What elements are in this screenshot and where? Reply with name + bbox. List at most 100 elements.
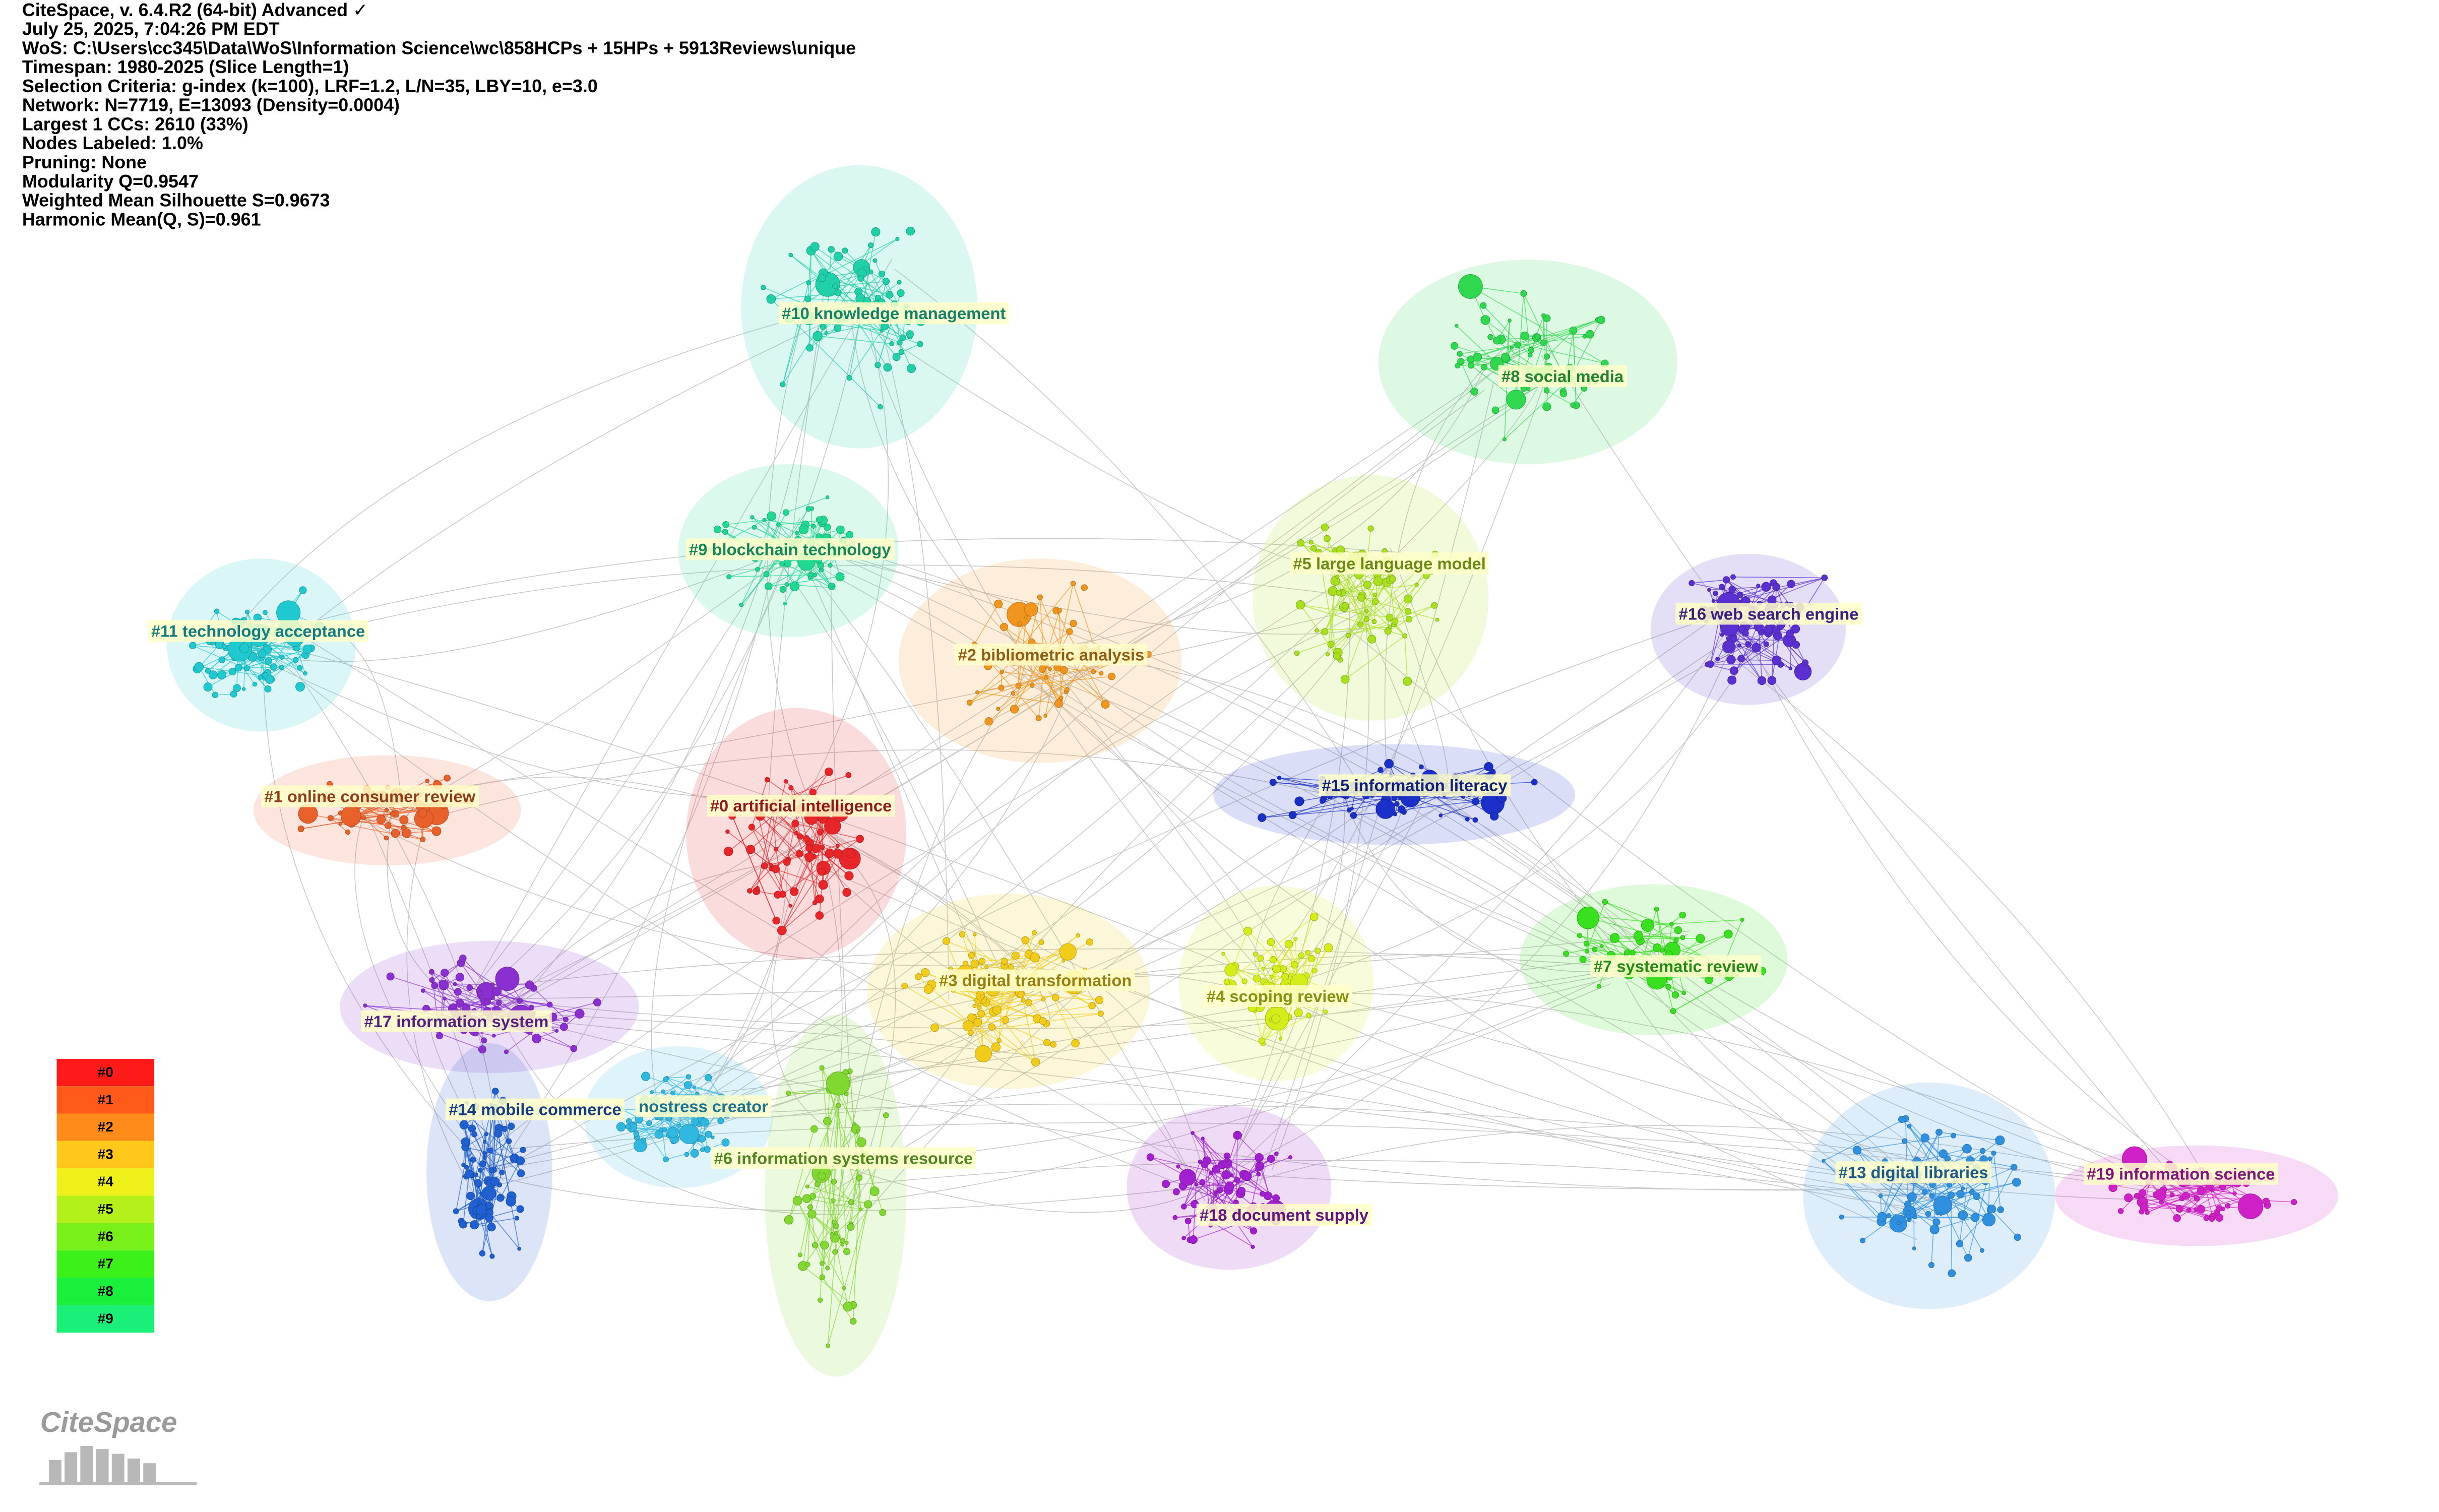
node <box>1010 705 1019 714</box>
link <box>1015 583 1074 654</box>
node <box>845 772 852 778</box>
link <box>484 1153 503 1173</box>
edge <box>848 302 1015 643</box>
node <box>698 1135 706 1143</box>
node <box>869 1186 880 1196</box>
node <box>690 1149 699 1158</box>
node <box>1541 313 1546 318</box>
edge <box>1220 588 1350 1192</box>
node <box>1997 1206 2004 1213</box>
node <box>984 964 989 969</box>
node <box>1250 1244 1255 1249</box>
node <box>1295 600 1305 610</box>
node <box>874 294 881 301</box>
node <box>1256 1172 1261 1177</box>
label-background <box>778 302 1009 325</box>
node <box>784 1215 794 1225</box>
node <box>1928 1262 1935 1269</box>
node <box>692 1085 696 1090</box>
node <box>667 1127 679 1139</box>
legend-label: #0 <box>98 1064 113 1080</box>
link <box>1192 1132 1223 1165</box>
node <box>1403 676 1412 686</box>
link <box>781 847 823 931</box>
node <box>1274 1151 1279 1156</box>
node <box>1722 640 1736 654</box>
node <box>1267 938 1275 947</box>
node <box>871 227 881 237</box>
node <box>805 506 811 512</box>
link <box>500 1160 521 1199</box>
node <box>662 1127 667 1132</box>
edge <box>687 609 1373 1117</box>
node <box>996 707 1000 711</box>
node <box>899 334 906 341</box>
node <box>1052 994 1059 1001</box>
label-background <box>446 1098 624 1120</box>
link <box>645 1076 698 1094</box>
link <box>772 812 777 849</box>
node <box>711 1136 715 1140</box>
node <box>1043 1039 1051 1046</box>
edge <box>771 803 835 1133</box>
node <box>1633 931 1644 941</box>
info-line: Largest 1 CCs: 2610 (33%) <box>22 114 248 134</box>
link <box>1460 361 1475 392</box>
link <box>199 666 216 696</box>
node <box>859 1207 863 1212</box>
node <box>789 581 800 591</box>
link <box>1531 315 1544 351</box>
link <box>1039 597 1061 650</box>
node <box>570 1045 578 1052</box>
edge <box>452 948 1646 993</box>
node <box>244 609 249 614</box>
node <box>1674 926 1682 934</box>
node <box>1945 1155 1951 1162</box>
node <box>641 1137 646 1143</box>
node <box>906 226 915 236</box>
node <box>765 777 770 783</box>
node <box>1394 801 1400 807</box>
node <box>1201 1137 1205 1141</box>
link <box>2212 1189 2224 1209</box>
node <box>1088 1002 1096 1010</box>
node <box>455 998 464 1007</box>
node <box>646 1120 652 1126</box>
node <box>1726 636 1731 641</box>
legend-label: #5 <box>98 1201 113 1217</box>
link <box>1504 379 1570 440</box>
link <box>1330 796 1385 800</box>
link <box>1993 1153 2002 1210</box>
node <box>264 685 272 692</box>
legend-swatch <box>56 1141 155 1169</box>
node <box>1767 595 1777 604</box>
node <box>1403 594 1413 604</box>
node <box>915 973 922 980</box>
node <box>1225 1181 1234 1191</box>
node <box>479 1160 486 1168</box>
node <box>270 663 278 671</box>
link <box>849 330 882 379</box>
node <box>490 1176 499 1186</box>
node <box>1402 633 1408 639</box>
node <box>818 274 826 282</box>
link <box>1300 604 1341 660</box>
node <box>1763 641 1769 647</box>
node <box>843 1248 851 1255</box>
node <box>1473 352 1482 362</box>
edge <box>508 862 780 1007</box>
link <box>775 868 795 892</box>
link <box>2188 1181 2219 1211</box>
node <box>491 1088 499 1095</box>
node <box>797 1252 802 1257</box>
node <box>418 808 427 818</box>
node <box>464 1165 469 1170</box>
node <box>683 1081 692 1089</box>
node <box>1272 1194 1280 1202</box>
node <box>704 1074 712 1082</box>
link <box>1193 1184 1197 1240</box>
link <box>835 281 887 287</box>
node <box>1654 906 1659 912</box>
node <box>1472 817 1478 823</box>
node <box>194 662 204 672</box>
